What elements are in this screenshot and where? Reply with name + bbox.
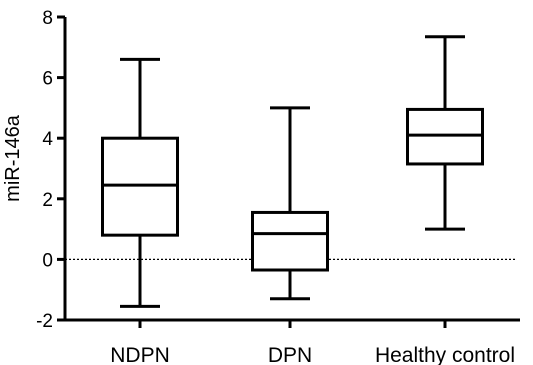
y-tick-label: 6	[42, 69, 53, 90]
box-healthy-control	[406, 35, 484, 231]
x-tick-label: NDPN	[110, 344, 170, 365]
x-axis: NDPN DPN Healthy control	[65, 318, 520, 365]
y-tick-label: 8	[42, 8, 53, 29]
iqr-box	[406, 107, 484, 166]
boxes-group	[101, 35, 484, 308]
y-axis-title: miR-146a	[2, 114, 24, 202]
iqr-box	[251, 210, 329, 272]
y-tick-label: 4	[42, 129, 53, 150]
x-tick-label: Healthy control	[375, 344, 515, 365]
y-tick-label: -2	[36, 311, 53, 332]
y-axis: -2 0 2 4 6 8	[36, 8, 67, 332]
box-ndpn	[101, 57, 179, 308]
x-tick-label: DPN	[268, 344, 312, 365]
y-tick-label: 0	[42, 250, 53, 271]
box-dpn	[251, 106, 329, 301]
iqr-box	[101, 136, 179, 237]
y-tick-label: 2	[42, 190, 53, 211]
